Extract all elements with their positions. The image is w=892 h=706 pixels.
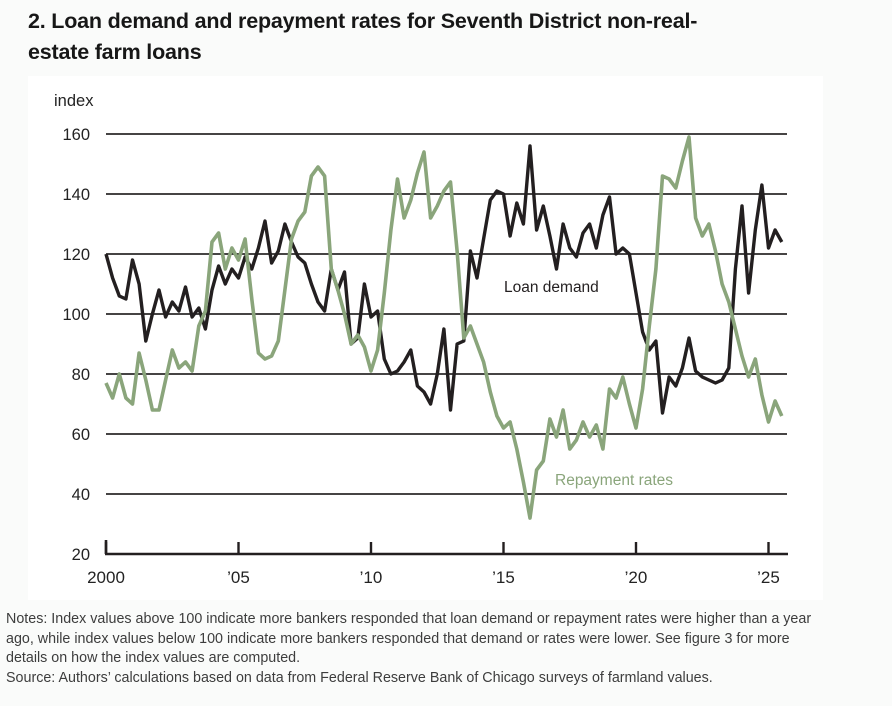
loan-demand-series <box>104 144 784 415</box>
y-tick-label: 20 <box>72 546 90 564</box>
y-tick-label: 80 <box>72 366 90 384</box>
notes-line: details on how the index values are comp… <box>6 650 301 666</box>
x-tick-label: ’15 <box>492 568 515 587</box>
y-axis-unit-label: index <box>54 92 94 110</box>
notes-line: ago, while index values below 100 indica… <box>6 630 790 647</box>
y-tick-label: 120 <box>62 246 90 264</box>
figure-title-line2: estate farm loans <box>28 40 202 64</box>
figure-title: 2. Loan demand and repayment rates for S… <box>28 6 858 68</box>
y-tick-label: 140 <box>62 186 90 204</box>
chart-footnotes: Notes: Index values above 100 indicate m… <box>6 610 890 688</box>
x-tick-label: ’25 <box>757 568 780 587</box>
repayment-rates-series <box>104 135 784 520</box>
notes-line: Notes: Index values above 100 indicate m… <box>6 611 812 627</box>
x-tick-label: 2000 <box>87 568 125 587</box>
line-chart: 20 40 60 80 100 120 140 160 index 2000 ’05 ’10 ’15 ’2… <box>54 92 788 587</box>
x-tick-label: ’10 <box>360 568 383 587</box>
x-tick-label: ’20 <box>625 568 648 587</box>
repayment-rates-label: Repayment rates <box>555 472 673 489</box>
y-tick-label: 100 <box>62 306 90 324</box>
figure-title-line1: 2. Loan demand and repayment rates for S… <box>28 9 698 33</box>
loan-demand-label: Loan demand <box>504 279 599 296</box>
y-tick-label: 160 <box>62 126 90 144</box>
y-tick-label: 60 <box>72 426 90 444</box>
chart-panel: 20 40 60 80 100 120 140 160 index 2000 ’05 ’10 ’15 ’2… <box>28 76 823 600</box>
y-tick-label: 40 <box>72 486 90 504</box>
source-line: Source: Authors’ calculations based on d… <box>6 669 713 686</box>
x-tick-label: ’05 <box>227 568 250 587</box>
